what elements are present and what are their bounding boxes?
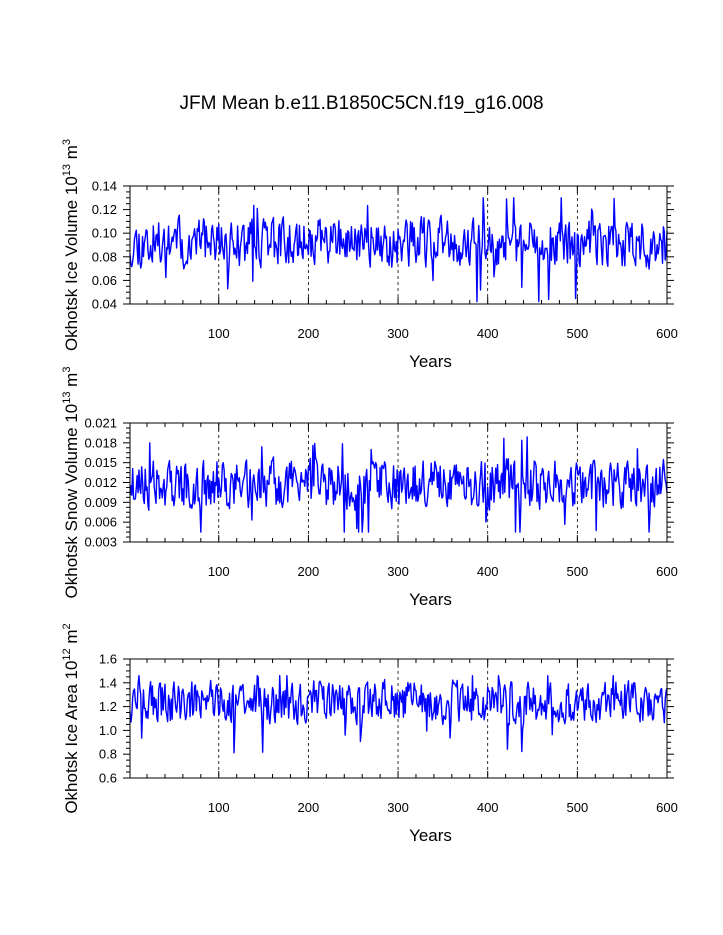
panel-1-xtick-label: 200	[298, 326, 320, 341]
panel-3-frame	[129, 658, 668, 779]
panel-3-ytick-label: 1.2	[99, 699, 117, 714]
panel-1-series-line	[129, 197, 668, 303]
panel-2-xtick-label: 300	[387, 564, 409, 579]
panel-2-ylabel-exponent: 13	[61, 392, 73, 404]
panel-1-xtick-label: 300	[387, 326, 409, 341]
panel-3-ytick-label: 1.6	[99, 652, 117, 667]
panel-1-ylabel-unit-exponent: 3	[61, 139, 73, 145]
panel-3-ylabel: Okhotsk Ice Area 1012 m2	[61, 623, 81, 813]
panel-3-xtick-label: 200	[298, 800, 320, 815]
panel-1-ytick-label: 0.12	[92, 202, 117, 217]
panel-2-series-line	[129, 436, 668, 533]
panel-1-ylabel-unit: m	[62, 145, 81, 164]
panel-2-ytick-label: 0.018	[84, 435, 117, 450]
panel-2-ylabel-main: Okhotsk Snow Volume 10	[62, 404, 81, 599]
panel-1-xtick-label: 100	[208, 326, 230, 341]
panel-2-xtick-label: 200	[298, 564, 320, 579]
panel-3-ytick-label: 1.0	[99, 723, 117, 738]
panel-1-ylabel: Okhotsk Ice Volume 1013 m3	[61, 139, 81, 351]
panel-2-ytick-label: 0.009	[84, 495, 117, 510]
panel-1-ylabel-exponent: 13	[61, 164, 73, 176]
panel-2-ylabel-unit-exponent: 3	[61, 367, 73, 373]
panel-2-ytick-label: 0.006	[84, 515, 117, 530]
panel-3-ylabel-unit: m	[62, 629, 81, 648]
panel-1-xtick-label: 600	[656, 326, 678, 341]
panel-1-ytick-label: 0.14	[92, 179, 117, 194]
panel-1-ytick-label: 0.10	[92, 226, 117, 241]
panel-3-ytick-label: 0.6	[99, 771, 117, 786]
panel-2-ytick-label: 0.015	[84, 455, 117, 470]
panel-3-ytick-label: 0.8	[99, 747, 117, 762]
panel-3-ytick-label: 1.4	[99, 675, 117, 690]
panel-2-ylabel-unit: m	[62, 373, 81, 392]
panel-3-xtick-label: 400	[477, 800, 499, 815]
panel-1-ytick-label: 0.08	[92, 249, 117, 264]
panel-1-ytick-label: 0.04	[92, 297, 117, 312]
page-title: JFM Mean b.e11.B1850C5CN.f19_g16.008	[179, 93, 544, 114]
panel-2-xtick-label: 100	[208, 564, 230, 579]
panel-3-xtick-label: 600	[656, 800, 678, 815]
panel-3-series-line	[129, 674, 668, 754]
panel-2-ytick-label: 0.021	[84, 416, 117, 431]
panel-1-xtick-label: 500	[566, 326, 588, 341]
panel-3-ylabel-unit-exponent: 2	[61, 623, 73, 629]
panel-1-ytick-label: 0.06	[92, 273, 117, 288]
panel-3-ylabel-main: Okhotsk Ice Area 10	[62, 661, 81, 814]
panel-1-xlabel: Years	[409, 352, 452, 371]
panel-2-ytick-label: 0.012	[84, 475, 117, 490]
panel-2-xtick-label: 500	[566, 564, 588, 579]
panel-2-ylabel: Okhotsk Snow Volume 1013 m3	[61, 367, 81, 599]
panel-3-ylabel-exponent: 12	[61, 648, 73, 660]
panel-2-xtick-label: 600	[656, 564, 678, 579]
panel-2-ytick-label: 0.003	[84, 535, 117, 550]
panel-1-ylabel-main: Okhotsk Ice Volume 10	[62, 176, 81, 351]
panel-2-xtick-label: 400	[477, 564, 499, 579]
panel-1-xtick-label: 400	[477, 326, 499, 341]
panel-3-xtick-label: 300	[387, 800, 409, 815]
panel-2-xlabel: Years	[409, 590, 452, 609]
panel-3-xlabel: Years	[409, 826, 452, 845]
panel-3-xtick-label: 100	[208, 800, 230, 815]
panel-3-xtick-label: 500	[566, 800, 588, 815]
